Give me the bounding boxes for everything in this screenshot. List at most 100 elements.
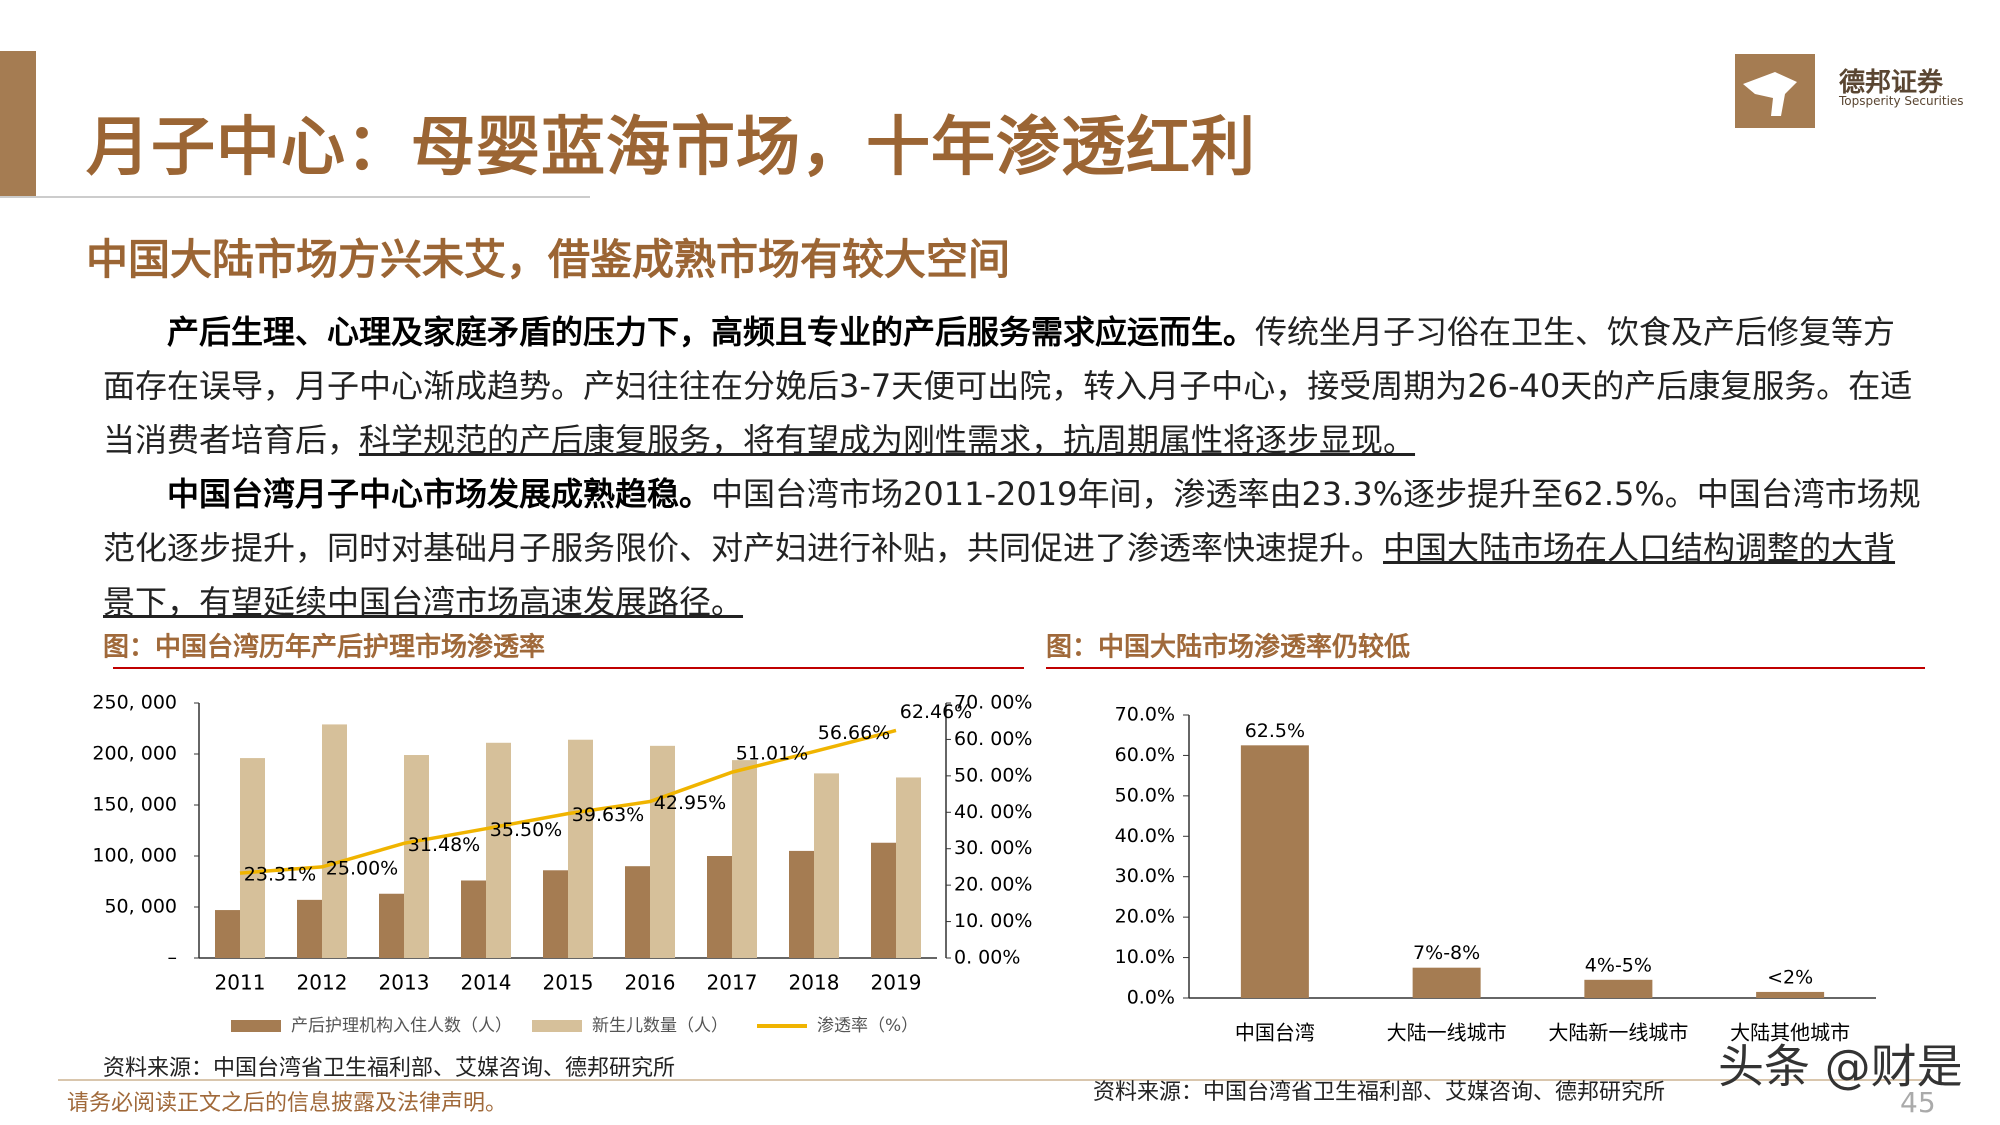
disclaimer: 请务必阅读正文之后的信息披露及法律声明。	[67, 1091, 507, 1116]
x-tick-label: 2017	[707, 971, 758, 995]
y-tick-label: 60.0%	[1115, 744, 1175, 766]
y2-tick-label: 30. 00%	[954, 837, 1033, 859]
bar	[707, 856, 732, 958]
y-tick-label: 150, 000	[92, 794, 177, 816]
chart-title: 图：中国台湾历年产后护理市场渗透率	[103, 632, 545, 663]
legend-swatch	[231, 1020, 281, 1032]
chart-title: 图：中国大陆市场渗透率仍较低	[1046, 632, 1410, 663]
y-tick-label: 50, 000	[104, 896, 177, 918]
data-label: 42.95%	[654, 792, 726, 814]
bar	[1412, 967, 1481, 998]
y2-tick-label: 40. 00%	[954, 801, 1033, 823]
y-tick-label: –	[168, 947, 178, 969]
paragraph: 中国台湾月子中心市场发展成熟趋稳。中国台湾市场2011-2019年间，渗透率由2…	[103, 467, 1923, 629]
y2-tick-label: 0. 00%	[954, 947, 1020, 969]
y2-tick-label: 70. 00%	[954, 692, 1033, 714]
x-tick-label: 大陆新一线城市	[1548, 1021, 1688, 1045]
watermark: 头条 @财是	[1718, 1040, 1963, 1094]
data-label: 51.01%	[736, 743, 808, 765]
body-text: 产后生理、心理及家庭矛盾的压力下，高频且专业的产后服务需求应运而生。传统坐月子习…	[103, 305, 1923, 629]
title-bar-accent	[0, 51, 36, 196]
bar	[543, 870, 568, 958]
bar	[871, 842, 896, 958]
bar	[461, 880, 486, 958]
y-tick-label: 30.0%	[1115, 865, 1175, 887]
y-tick-label: 50.0%	[1115, 784, 1175, 806]
chart-source: 资料来源：中国台湾省卫生福利部、艾媒咨询、德邦研究所	[1093, 1080, 1665, 1105]
text-run: 中国大陆市场在人口结构调整的大背景下，有望延续中国台湾市场高速发展路径。	[103, 529, 1896, 621]
x-tick-label: 2019	[871, 971, 922, 995]
bar	[215, 910, 240, 958]
text-run: 中国台湾月子中心市场发展成熟趋稳。	[167, 475, 712, 513]
y-tick-label: 40.0%	[1115, 825, 1175, 847]
data-label: 25.00%	[326, 857, 398, 879]
x-tick-label: 大陆其他城市	[1730, 1021, 1850, 1045]
bar	[379, 893, 404, 958]
data-label: 62.46%	[900, 701, 972, 723]
bar	[568, 739, 593, 958]
page-number: 45	[1900, 1086, 1936, 1119]
bar	[896, 777, 921, 958]
bar	[650, 745, 675, 958]
bar	[814, 773, 839, 958]
text-run: 中国台湾市场2011-2019年间，渗透率由23.3%逐步提升至62.5%。中国…	[103, 475, 1921, 567]
y-tick-label: 20.0%	[1115, 906, 1175, 928]
logo-shape	[1743, 72, 1797, 116]
y-tick-label: 250, 000	[92, 692, 177, 714]
y-tick-label: 10.0%	[1115, 946, 1175, 968]
bar	[625, 866, 650, 958]
slide-title: 月子中心：母婴蓝海市场，十年渗透红利	[86, 111, 1256, 185]
data-label: 56.66%	[818, 722, 890, 744]
brand-name-en: Topsperity Securities	[1839, 94, 1964, 108]
data-label: 35.50%	[490, 819, 562, 841]
legend-swatch	[532, 1020, 582, 1032]
text-run: 传统坐月子习俗在卫生、饮食及产后修复等方面存在误导，月子中心渐成趋势。产妇往往在…	[103, 313, 1913, 459]
y-tick-label: 70.0%	[1115, 704, 1175, 726]
y-tick-label: 200, 000	[92, 743, 177, 765]
x-tick-label: 2016	[625, 971, 676, 995]
y2-tick-label: 60. 00%	[954, 728, 1033, 750]
data-label: 39.63%	[572, 804, 644, 826]
logo-icon	[1735, 54, 1815, 128]
legend-label: 产后护理机构入住人数（人）	[291, 1016, 512, 1036]
chart-source: 资料来源：中国台湾省卫生福利部、艾媒咨询、德邦研究所	[103, 1056, 675, 1081]
data-label: <2%	[1767, 966, 1813, 988]
slide-subtitle: 中国大陆市场方兴未艾，借鉴成熟市场有较大空间	[86, 235, 1011, 284]
x-tick-label: 2015	[543, 971, 594, 995]
bar	[486, 742, 511, 958]
data-label: 31.48%	[408, 834, 480, 856]
paragraph: 产后生理、心理及家庭矛盾的压力下，高频且专业的产后服务需求应运而生。传统坐月子习…	[103, 305, 1923, 467]
x-tick-label: 2012	[297, 971, 348, 995]
bar	[1584, 979, 1653, 998]
brand-name: 德邦证券	[1839, 68, 1944, 98]
bar	[732, 760, 757, 958]
y-tick-label: 100, 000	[92, 845, 177, 867]
title-rule	[0, 196, 590, 198]
y2-tick-label: 10. 00%	[954, 910, 1033, 932]
text-run: 产后生理、心理及家庭矛盾的压力下，高频且专业的产后服务需求应运而生。	[167, 313, 1256, 351]
data-label: 4%-5%	[1585, 954, 1652, 976]
bar	[1240, 745, 1309, 998]
bar	[322, 724, 347, 958]
x-tick-label: 2013	[379, 971, 430, 995]
x-tick-label: 2014	[461, 971, 512, 995]
x-tick-label: 中国台湾	[1235, 1021, 1315, 1045]
data-label: 23.31%	[244, 864, 316, 886]
bar	[1756, 991, 1825, 998]
y-tick-label: 0.0%	[1127, 987, 1175, 1009]
bar	[240, 758, 265, 958]
text-run: 科学规范的产后康复服务，将有望成为刚性需求，抗周期属性将逐步显现。	[359, 421, 1416, 459]
x-tick-label: 大陆一线城市	[1387, 1021, 1507, 1045]
bar	[404, 755, 429, 958]
data-label: 7%-8%	[1413, 942, 1480, 964]
legend-label: 渗透率（%）	[817, 1016, 918, 1036]
legend-label: 新生儿数量（人）	[592, 1016, 728, 1036]
bar	[789, 850, 814, 958]
x-tick-label: 2018	[789, 971, 840, 995]
y2-tick-label: 20. 00%	[954, 874, 1033, 896]
bar	[297, 899, 322, 958]
line-series	[239, 728, 897, 875]
data-label: 62.5%	[1245, 720, 1305, 742]
